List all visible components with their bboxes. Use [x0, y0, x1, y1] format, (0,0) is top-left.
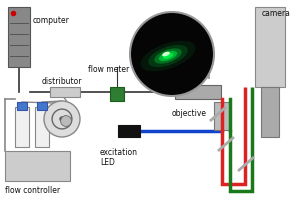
Bar	[15, 107, 29, 147]
Ellipse shape	[165, 55, 171, 58]
Bar	[8, 8, 30, 68]
Circle shape	[59, 117, 65, 122]
Circle shape	[130, 13, 214, 97]
Bar	[255, 8, 285, 88]
Circle shape	[44, 101, 80, 137]
Bar	[214, 102, 230, 130]
Text: distributor: distributor	[42, 77, 82, 86]
Ellipse shape	[154, 49, 182, 64]
Text: objective: objective	[172, 108, 207, 117]
Bar	[17, 102, 27, 110]
Ellipse shape	[141, 41, 195, 72]
Bar	[110, 88, 124, 101]
Text: flow meter: flow meter	[88, 65, 129, 74]
Text: flow controller: flow controller	[5, 185, 60, 194]
Bar	[35, 107, 49, 147]
Ellipse shape	[148, 46, 188, 68]
Bar	[37, 102, 47, 110]
Circle shape	[61, 116, 71, 127]
Ellipse shape	[159, 52, 177, 62]
Text: flowcell: flowcell	[182, 72, 211, 81]
Bar	[118, 125, 140, 137]
Ellipse shape	[162, 52, 170, 57]
Text: camera: camera	[262, 9, 291, 18]
Bar	[175, 86, 221, 100]
Bar	[5, 151, 70, 181]
Bar	[50, 88, 80, 98]
Ellipse shape	[163, 54, 173, 60]
Text: excitation
LED: excitation LED	[100, 147, 138, 167]
Text: computer: computer	[33, 16, 70, 25]
Bar	[261, 88, 279, 137]
